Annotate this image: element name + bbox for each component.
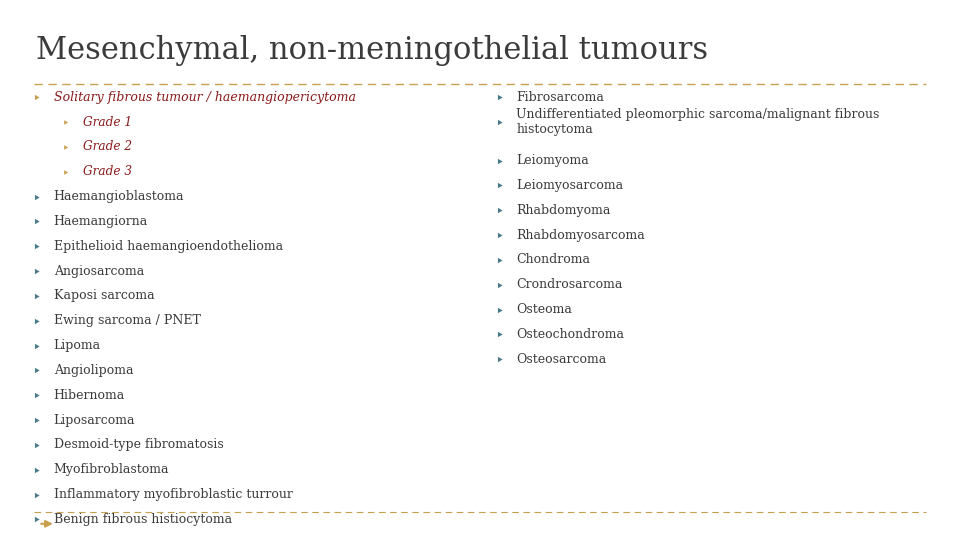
Text: Haemangioblastoma: Haemangioblastoma — [54, 190, 184, 203]
Text: Mesenchymal, non-meningothelial tumours: Mesenchymal, non-meningothelial tumours — [36, 35, 708, 66]
Text: Kaposi sarcoma: Kaposi sarcoma — [54, 289, 155, 302]
Text: Ewing sarcoma / PNET: Ewing sarcoma / PNET — [54, 314, 201, 327]
Text: Osteoma: Osteoma — [516, 303, 572, 316]
Text: Angiolipoma: Angiolipoma — [54, 364, 133, 377]
Text: Undifferentiated pleomorphic sarcoma/malignant fibrous
histocytoma: Undifferentiated pleomorphic sarcoma/mal… — [516, 108, 880, 136]
Text: Benign fibrous histiocytoma: Benign fibrous histiocytoma — [54, 513, 232, 526]
Text: Rhabdomyosarcoma: Rhabdomyosarcoma — [516, 228, 645, 241]
Text: Grade 1: Grade 1 — [83, 116, 132, 129]
Text: Crondrosarcoma: Crondrosarcoma — [516, 278, 623, 291]
Text: Angiosarcoma: Angiosarcoma — [54, 265, 144, 278]
Text: Osteosarcoma: Osteosarcoma — [516, 353, 607, 366]
Text: Chondroma: Chondroma — [516, 253, 590, 266]
Text: Inflammatory myofibroblastic turrour: Inflammatory myofibroblastic turrour — [54, 488, 293, 501]
Text: Lipoma: Lipoma — [54, 339, 101, 352]
Text: Grade 2: Grade 2 — [83, 140, 132, 153]
Text: Haemangiorna: Haemangiorna — [54, 215, 148, 228]
Text: Epithelioid haemangioendothelioma: Epithelioid haemangioendothelioma — [54, 240, 283, 253]
Text: Leiomyosarcoma: Leiomyosarcoma — [516, 179, 624, 192]
Text: Grade 3: Grade 3 — [83, 165, 132, 178]
Text: Solitary fibrous tumour / haemangiopericytoma: Solitary fibrous tumour / haemangioperic… — [54, 91, 356, 104]
Text: Myofibroblastoma: Myofibroblastoma — [54, 463, 169, 476]
Text: Fibrosarcoma: Fibrosarcoma — [516, 91, 605, 104]
Text: Osteochondroma: Osteochondroma — [516, 328, 624, 341]
Text: Rhabdomyoma: Rhabdomyoma — [516, 204, 611, 217]
Text: Desmoid-type fibromatosis: Desmoid-type fibromatosis — [54, 438, 224, 451]
Text: Hibernoma: Hibernoma — [54, 389, 125, 402]
Text: Liposarcoma: Liposarcoma — [54, 414, 135, 427]
Text: Leiomyoma: Leiomyoma — [516, 154, 589, 167]
